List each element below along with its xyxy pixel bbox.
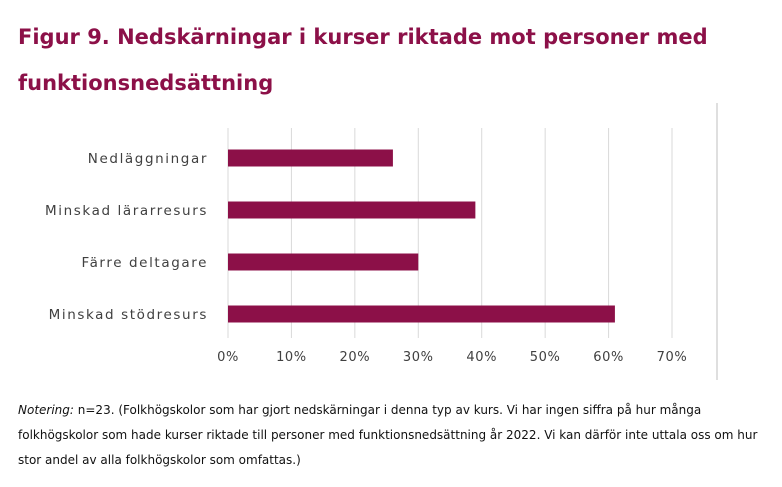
bar-farre-deltagare [228,253,419,271]
bar-nedlaggningar [228,149,393,167]
note-text: n=23. (Folkhögskolor som har gjort nedsk… [18,403,758,467]
category-label: Färre deltagare [81,255,208,271]
chart-area: Nedläggningar Minskad lärarresurs Färre de… [0,100,782,390]
x-tick-label: 10% [276,350,307,365]
x-tick-label: 40% [466,350,497,365]
bar-chart: Nedläggningar Minskad lärarresurs Färre de… [45,103,718,380]
x-tick-label: 0% [217,350,239,365]
chart-title: Figur 9. Nedskärningar i kurser riktade … [18,25,708,95]
category-label: Minskad lärarresurs [45,203,208,219]
x-axis-ticks: 0% 10% 20% 30% 40% 50% 60% 70% [217,350,687,365]
x-tick-label: 70% [657,350,688,365]
category-labels: Nedläggningar Minskad lärarresurs Färre de… [45,151,208,323]
note-label: Notering: [18,403,74,417]
x-tick-label: 60% [593,350,624,365]
x-tick-label: 50% [530,350,561,365]
x-tick-label: 30% [403,350,434,365]
chart-note: Notering: n=23. (Folkhögskolor som har g… [18,398,770,473]
bar-minskad-lararresurs [228,201,476,219]
x-tick-label: 20% [340,350,371,365]
bar-minskad-stodresurs [228,305,615,323]
bars [228,149,615,323]
category-label: Minskad stödresurs [49,307,208,323]
category-label: Nedläggningar [88,151,208,167]
